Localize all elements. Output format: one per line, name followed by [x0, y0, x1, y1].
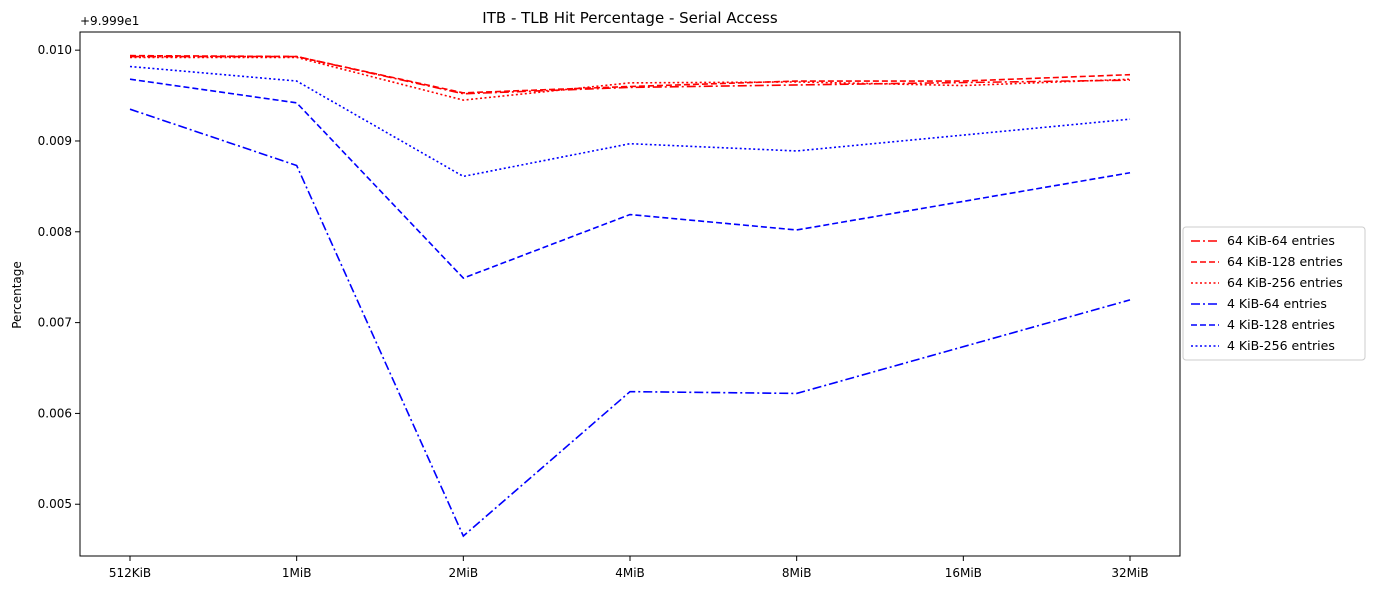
series-line-1: [130, 55, 1131, 95]
x-tick-label: 512KiB: [109, 566, 151, 580]
series-line-3: [130, 56, 1131, 101]
y-tick-label: 0.006: [38, 406, 72, 420]
plot-lines: [129, 54, 1131, 538]
chart-title: ITB - TLB Hit Percentage - Serial Access: [482, 9, 778, 27]
plot-frame: [79, 31, 1181, 557]
y-axis-label: Percentage: [10, 261, 24, 329]
y-tick-label: 0.005: [38, 497, 72, 511]
series-line-4: [129, 108, 1131, 538]
legend-entry: 64 KiB-64 entries: [1227, 233, 1335, 248]
x-tick-label: 1MiB: [282, 566, 312, 580]
legend-entry: 64 KiB-256 entries: [1227, 275, 1343, 290]
x-tick-label: 32MiB: [1111, 566, 1148, 580]
legend: 64 KiB-64 entries 64 KiB-128 entries 64 Ki…: [1182, 226, 1366, 361]
x-tick-label: 4MiB: [615, 566, 645, 580]
legend-entry: 4 KiB-128 entries: [1227, 317, 1335, 332]
y-tick-label: 0.010: [38, 43, 72, 57]
x-tick-label: 16MiB: [945, 566, 982, 580]
series-line-5: [129, 78, 1131, 280]
x-tick-label: 8MiB: [782, 566, 812, 580]
y-tick-label: 0.007: [38, 316, 72, 330]
y-axis-offset: +9.999e1: [80, 14, 139, 28]
x-tick-label: 2MiB: [449, 566, 479, 580]
x-axis-ticks: 512KiB 1MiB 2MiB 4MiB 8MiB 16MiB 32MiB: [109, 556, 1149, 580]
legend-frame: [1182, 226, 1366, 361]
legend-entry: 4 KiB-64 entries: [1227, 296, 1327, 311]
series-line-2: [129, 54, 1131, 94]
legend-entry: 4 KiB-256 entries: [1227, 338, 1335, 353]
y-axis-ticks: 0.005 0.006 0.007 0.008 0.009 0.010: [38, 43, 80, 511]
legend-entry: 64 KiB-128 entries: [1227, 254, 1343, 269]
series-line-6: [129, 65, 1131, 178]
y-tick-label: 0.009: [38, 134, 72, 148]
y-tick-label: 0.008: [38, 225, 72, 239]
